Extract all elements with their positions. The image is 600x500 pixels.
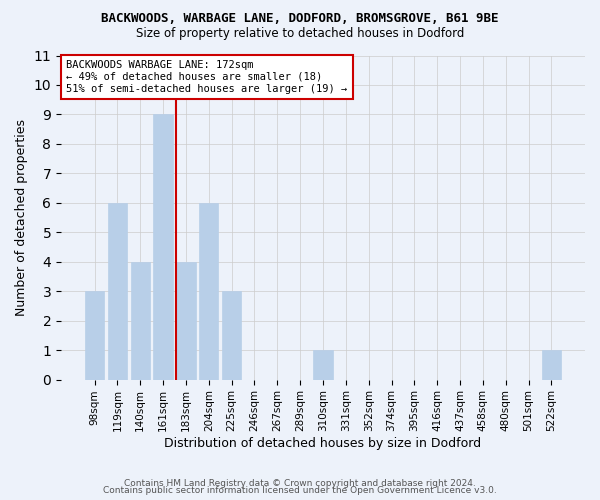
Bar xyxy=(107,203,127,380)
Bar xyxy=(176,262,196,380)
Text: BACKWOODS WARBAGE LANE: 172sqm
← 49% of detached houses are smaller (18)
51% of : BACKWOODS WARBAGE LANE: 172sqm ← 49% of … xyxy=(66,60,347,94)
Y-axis label: Number of detached properties: Number of detached properties xyxy=(15,119,28,316)
Bar xyxy=(313,350,333,380)
Bar xyxy=(542,350,561,380)
Text: Size of property relative to detached houses in Dodford: Size of property relative to detached ho… xyxy=(136,28,464,40)
X-axis label: Distribution of detached houses by size in Dodford: Distribution of detached houses by size … xyxy=(164,437,482,450)
Bar xyxy=(222,291,241,380)
Bar xyxy=(154,114,173,380)
Text: Contains HM Land Registry data © Crown copyright and database right 2024.: Contains HM Land Registry data © Crown c… xyxy=(124,478,476,488)
Bar xyxy=(85,291,104,380)
Bar xyxy=(131,262,150,380)
Bar xyxy=(199,203,218,380)
Text: Contains public sector information licensed under the Open Government Licence v3: Contains public sector information licen… xyxy=(103,486,497,495)
Text: BACKWOODS, WARBAGE LANE, DODFORD, BROMSGROVE, B61 9BE: BACKWOODS, WARBAGE LANE, DODFORD, BROMSG… xyxy=(101,12,499,26)
